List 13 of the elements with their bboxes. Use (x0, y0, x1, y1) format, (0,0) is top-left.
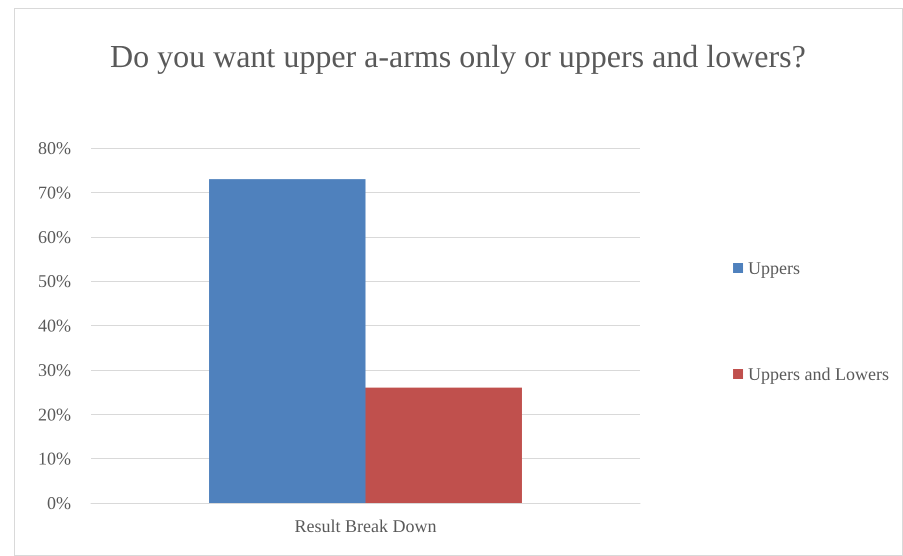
y-tick-label: 60% (38, 226, 71, 247)
y-tick-label: 0% (47, 493, 71, 513)
y-tick-label: 40% (38, 316, 71, 336)
y-tick-label: 80% (38, 138, 71, 158)
y-tick-label: 50% (38, 271, 71, 292)
chart-title: Do you want upper a-arms only or uppers and lowers? (110, 38, 806, 74)
legend-label: Uppers and Lowers (748, 364, 890, 384)
y-tick-label: 20% (38, 404, 71, 424)
y-tick-label: 70% (38, 182, 71, 202)
legend-label: Uppers (748, 258, 800, 278)
x-tick-label: Result Break Down (294, 516, 436, 536)
y-tick-label: 10% (38, 448, 71, 469)
y-tick-label: 30% (38, 360, 71, 380)
